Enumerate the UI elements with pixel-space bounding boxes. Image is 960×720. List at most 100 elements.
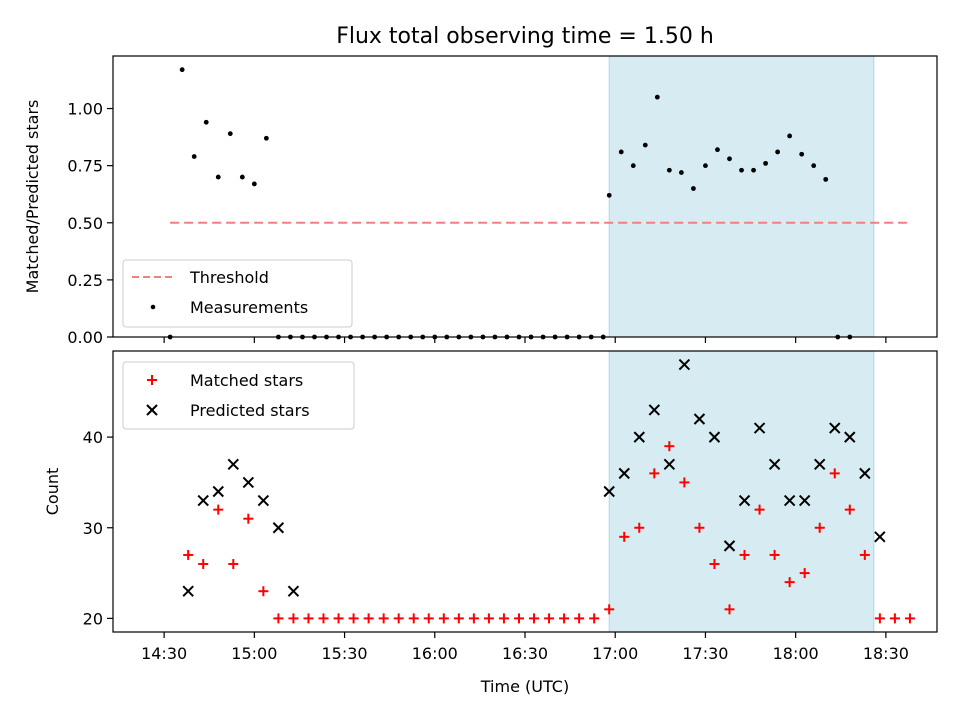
matched-star-point bbox=[889, 613, 900, 624]
measurement-point bbox=[691, 186, 696, 191]
measurement-point bbox=[203, 119, 209, 125]
matched-star-point bbox=[769, 549, 780, 560]
matched-star-point bbox=[754, 504, 765, 515]
matched-star-point bbox=[844, 504, 855, 515]
predicted-star-point bbox=[603, 485, 615, 498]
measurement-point bbox=[239, 174, 245, 180]
legend-predicted-label: Predicted stars bbox=[190, 401, 310, 420]
top-legend: Threshold Measurements bbox=[122, 259, 353, 328]
predicted-star-point bbox=[678, 358, 691, 371]
predicted-star-point bbox=[212, 485, 224, 498]
measurement-point bbox=[739, 167, 744, 173]
bottom-axes-frame bbox=[112, 350, 938, 633]
matched-star-point bbox=[574, 613, 585, 624]
x-tick-label: 15:30 bbox=[322, 644, 368, 663]
legend-plus-marker bbox=[147, 375, 157, 385]
matched-star-point bbox=[408, 613, 419, 624]
matched-star-point bbox=[799, 568, 810, 579]
top-x-ticks bbox=[163, 337, 887, 343]
matched-star-point bbox=[559, 613, 570, 624]
y-tick-label: 0.25 bbox=[67, 271, 103, 290]
matched-star-point bbox=[243, 513, 254, 524]
matched-star-point bbox=[829, 468, 840, 479]
matched-star-point bbox=[694, 522, 705, 533]
matched-star-point bbox=[228, 559, 239, 570]
highlight-span bbox=[608, 350, 875, 633]
top-axes-frame bbox=[112, 55, 938, 338]
predicted-star-point bbox=[663, 458, 676, 471]
top-legend-box bbox=[122, 259, 353, 328]
matched-star-point bbox=[709, 559, 720, 570]
y-tick-label: 0.00 bbox=[67, 328, 103, 347]
y-tick-label: 0.50 bbox=[67, 214, 103, 233]
x-axis-label: Time (UTC) bbox=[480, 677, 569, 696]
highlight-span bbox=[608, 55, 875, 338]
measurement-point bbox=[799, 151, 805, 157]
matched-star-point bbox=[348, 613, 359, 624]
measurement-point bbox=[630, 163, 636, 169]
legend-predicted-swatch bbox=[146, 404, 158, 416]
measurement-point bbox=[227, 131, 233, 137]
x-tick-label: 18:00 bbox=[773, 644, 819, 663]
matched-star-point bbox=[784, 577, 795, 588]
measurement-point bbox=[775, 149, 781, 155]
measurement-point bbox=[191, 154, 197, 159]
matched-star-point bbox=[634, 522, 645, 533]
matched-star-point bbox=[904, 613, 915, 624]
legend-threshold-label: Threshold bbox=[189, 268, 269, 287]
x-tick-label: 15:00 bbox=[231, 644, 277, 663]
matched-star-point bbox=[333, 613, 344, 624]
predicted-star-point bbox=[257, 494, 270, 507]
predicted-star-point bbox=[844, 431, 856, 443]
matched-star-point bbox=[589, 613, 600, 624]
matched-star-point bbox=[664, 441, 675, 452]
measurement-point bbox=[251, 181, 257, 187]
measurement-point bbox=[703, 163, 708, 169]
top-panel: 0.00 0.25 0.50 0.75 1.00 Matched/Predicted s… bbox=[23, 55, 938, 347]
predicted-star-point bbox=[798, 494, 811, 507]
matched-star-point bbox=[874, 613, 885, 624]
top-highlight-layer bbox=[608, 55, 875, 338]
matched-star-point bbox=[544, 613, 555, 624]
matched-star-point bbox=[739, 549, 750, 560]
measurement-point bbox=[823, 176, 829, 182]
predicted-star-point bbox=[768, 458, 781, 471]
predicted-star-point bbox=[708, 431, 721, 443]
bottom-legend-box bbox=[122, 361, 355, 430]
predicted-star-point bbox=[197, 494, 209, 507]
predicted-star-point bbox=[272, 522, 285, 534]
matched-star-point bbox=[258, 586, 269, 597]
measurement-point bbox=[654, 94, 660, 100]
predicted-star-point bbox=[753, 422, 766, 434]
matched-star-point bbox=[438, 613, 449, 624]
measurement-point bbox=[715, 147, 720, 153]
predicted-star-point bbox=[859, 467, 871, 480]
legend-measurements-label: Measurements bbox=[190, 298, 308, 317]
matched-star-point bbox=[498, 613, 509, 624]
matched-star-point bbox=[679, 477, 690, 488]
measurement-point bbox=[787, 133, 793, 139]
predicted-star-point bbox=[633, 431, 645, 443]
measurement-point bbox=[215, 174, 221, 180]
matched-star-point bbox=[604, 604, 615, 615]
x-tick-label: 14:30 bbox=[141, 644, 187, 663]
measurement-point bbox=[618, 149, 624, 155]
matched-star-point bbox=[273, 613, 284, 624]
matched-star-point bbox=[303, 613, 314, 624]
measurement-point bbox=[811, 163, 817, 169]
predicted-star-point bbox=[783, 494, 796, 507]
measurement-point bbox=[642, 142, 648, 148]
bottom-y-ticks: 20 30 40 bbox=[83, 428, 113, 628]
matched-star-point bbox=[814, 522, 825, 533]
matched-star-point bbox=[393, 613, 404, 624]
predicted-star-point bbox=[874, 531, 886, 543]
chart-title: Flux total observing time = 1.50 h bbox=[336, 24, 714, 49]
measurement-point bbox=[727, 156, 732, 162]
predicted-star-point bbox=[693, 413, 706, 425]
top-y-ticks: 0.00 0.25 0.50 0.75 1.00 bbox=[67, 100, 113, 347]
matched-star-point bbox=[649, 468, 660, 479]
y-tick-label: 0.75 bbox=[67, 157, 103, 176]
predicted-star-point bbox=[618, 467, 630, 480]
legend-x-marker bbox=[146, 404, 158, 416]
